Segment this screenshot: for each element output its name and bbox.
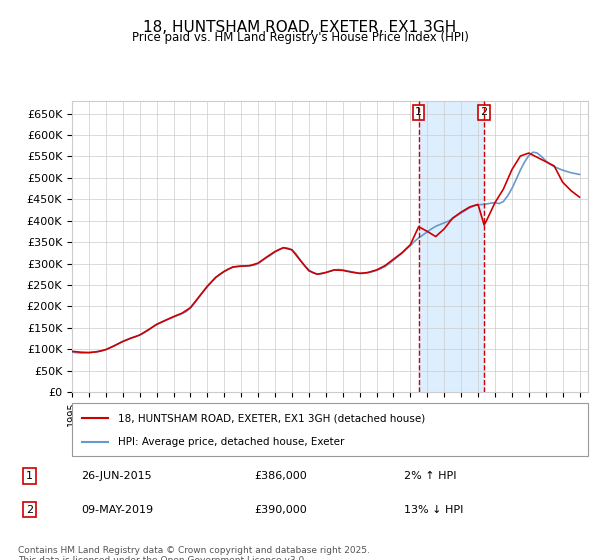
Text: 18, HUNTSHAM ROAD, EXETER, EX1 3GH (detached house): 18, HUNTSHAM ROAD, EXETER, EX1 3GH (deta… [118, 413, 425, 423]
Text: 2: 2 [481, 108, 488, 118]
Text: 1: 1 [415, 108, 422, 118]
Bar [419, 101, 484, 392]
Text: £390,000: £390,000 [254, 505, 307, 515]
Text: £386,000: £386,000 [254, 471, 307, 481]
Text: HPI: Average price, detached house, Exeter: HPI: Average price, detached house, Exet… [118, 436, 345, 446]
Text: Price paid vs. HM Land Registry's House Price Index (HPI): Price paid vs. HM Land Registry's House … [131, 31, 469, 44]
Text: 13% ↓ HPI: 13% ↓ HPI [404, 505, 463, 515]
Text: 2: 2 [26, 505, 33, 515]
Text: Contains HM Land Registry data © Crown copyright and database right 2025.
This d: Contains HM Land Registry data © Crown c… [18, 546, 370, 560]
Text: 2% ↑ HPI: 2% ↑ HPI [404, 471, 456, 481]
Text: 09-MAY-2019: 09-MAY-2019 [81, 505, 153, 515]
Text: 26-JUN-2015: 26-JUN-2015 [81, 471, 152, 481]
Text: 1: 1 [26, 471, 33, 481]
FancyBboxPatch shape [72, 403, 588, 456]
Text: 18, HUNTSHAM ROAD, EXETER, EX1 3GH: 18, HUNTSHAM ROAD, EXETER, EX1 3GH [143, 20, 457, 35]
